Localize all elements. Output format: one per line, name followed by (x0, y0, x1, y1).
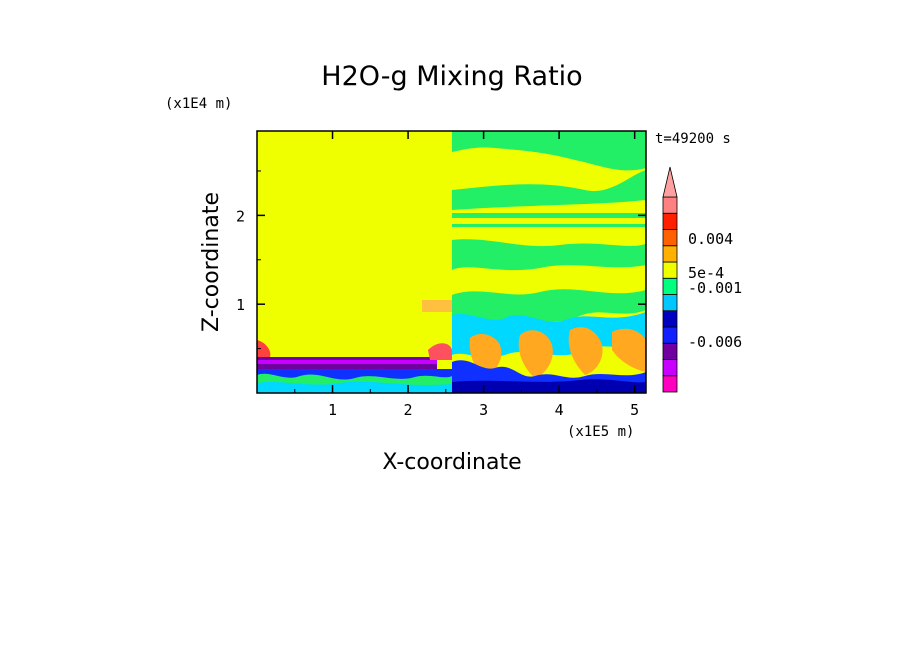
field-region-upper-green-2 (452, 170, 646, 210)
field-region-darkblue-right (452, 379, 646, 393)
field-layer-magenta-line (257, 360, 437, 364)
x-tick-label-5: 5 (630, 401, 639, 419)
colorbar-label-4: -0.006 (688, 333, 742, 351)
colorbar-swatch-6 (662, 277, 678, 295)
colorbar-label-3: -0.001 (688, 279, 742, 297)
field-region-mid-green (452, 239, 646, 271)
field-layer-cyan-left (257, 381, 452, 393)
field-band-1 (452, 213, 646, 218)
colorbar (662, 166, 678, 393)
x-ticks: 1 2 3 4 5 (294, 131, 639, 419)
colorbar-arrow (662, 166, 678, 198)
plot-field (257, 131, 646, 393)
x-tick-label-2: 2 (404, 401, 413, 419)
colorbar-swatch-7 (662, 261, 678, 279)
colorbar-swatch-5 (662, 294, 678, 312)
field-spot-left (257, 340, 271, 357)
y-tick-label-1: 1 (236, 296, 245, 314)
field-spot-right (428, 343, 452, 360)
colorbar-swatch-9 (662, 229, 678, 247)
x-unit-label: (x1E5 m) (567, 424, 634, 440)
colorbar-swatch-8 (662, 245, 678, 263)
y-unit-label: (x1E4 m) (165, 96, 232, 112)
field-band-2 (452, 224, 646, 227)
colorbar-swatch-4 (662, 310, 678, 328)
field-region-lower-green (452, 289, 646, 325)
colorbar-swatch-10 (662, 212, 678, 230)
y-tick-label-2: 2 (236, 207, 245, 225)
colorbar-label-1: 0.004 (688, 230, 733, 248)
x-axis-label: X-coordinate (382, 450, 521, 475)
colorbar-swatch-3 (662, 326, 678, 344)
chart-title: H2O-g Mixing Ratio (321, 61, 582, 92)
x-tick-label-4: 4 (555, 401, 564, 419)
colorbar-swatch-11 (662, 196, 678, 214)
x-tick-label-1: 1 (328, 401, 337, 419)
y-ticks: 12 (236, 170, 646, 350)
field-region-upper-green-1 (452, 131, 646, 171)
colorbar-swatch-1 (662, 359, 678, 377)
plot-frame (256, 130, 647, 394)
y-axis-label: Z-coordinate (199, 192, 224, 332)
x-tick-label-3: 3 (479, 401, 488, 419)
time-label: t=49200 s (655, 131, 731, 147)
colorbar-label-2: 5e-4 (688, 264, 724, 282)
colorbar-swatch-2 (662, 342, 678, 360)
colorbar-swatch-0 (662, 375, 678, 393)
